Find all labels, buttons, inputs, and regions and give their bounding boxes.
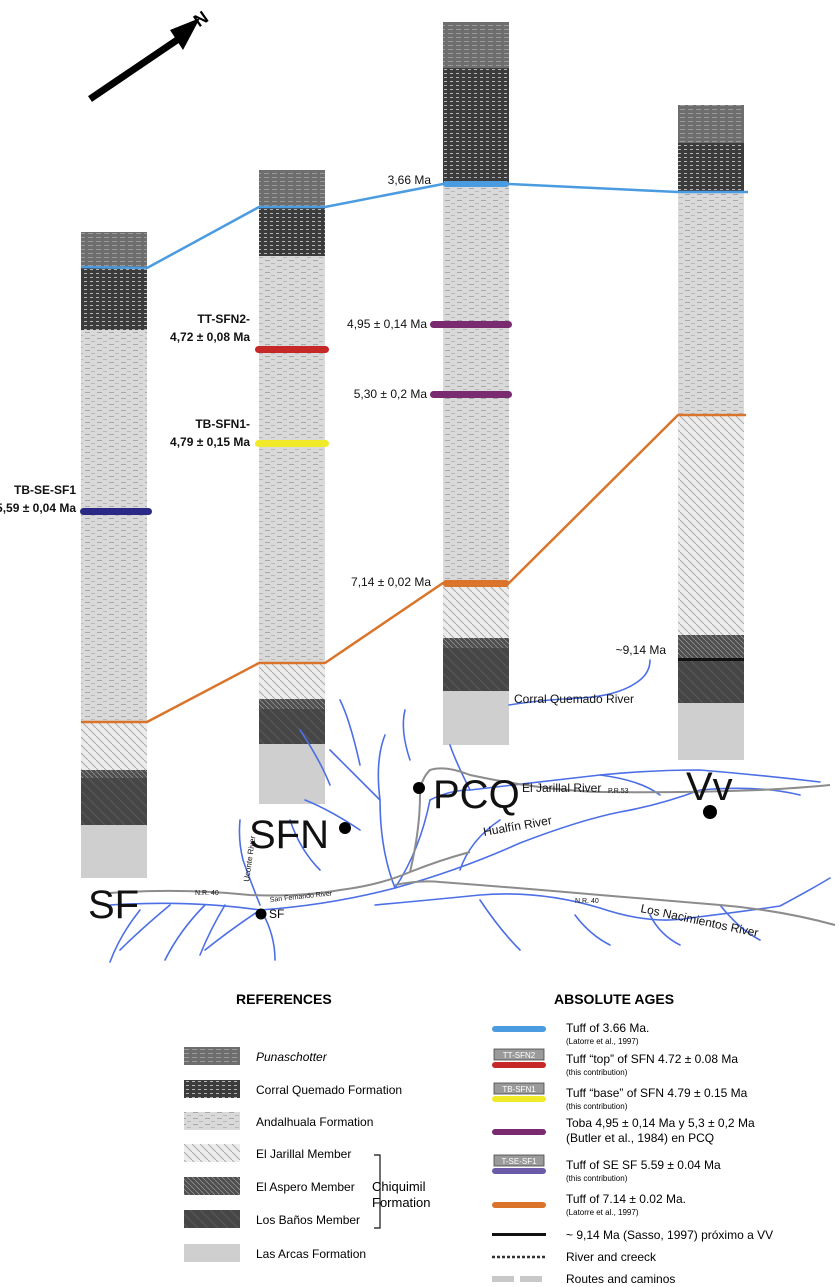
label-nr40-east: N.R. 40: [575, 898, 599, 905]
svg-text:TT-SFN2: TT-SFN2: [503, 1051, 536, 1060]
svg-text:River and creeck: River and creeck: [566, 1250, 657, 1264]
location-vv-dot: [703, 805, 717, 819]
river-network: [109, 659, 831, 963]
sfn-top-tuff-id: TT-SFN2-: [197, 312, 250, 326]
pcq-age-5-30: 5,30 ± 0,2 Ma: [354, 387, 428, 401]
label-corral-quemado-river: Corral Quemado River: [514, 692, 634, 706]
vv-age-9-14: ~9,14 Ma: [616, 643, 667, 657]
column-sf: [81, 232, 147, 878]
ages-legend: Tuff of 3.66 Ma. (Latorre et al., 1997) …: [492, 1021, 773, 1286]
column-label-vv: Vv: [686, 765, 733, 809]
column-label-sfn: SFN: [249, 813, 329, 857]
road-network: [109, 767, 836, 926]
legend-los-banos: Los Baños Member: [256, 1213, 360, 1227]
legend-chiquimil-line2: Formation: [372, 1195, 431, 1210]
label-pr53: P.R.53: [608, 788, 629, 795]
tuff-5-30-marker: [430, 391, 512, 398]
tuff-4-72-marker: [255, 346, 329, 353]
svg-text:(Latorre et al., 1997): (Latorre et al., 1997): [566, 1208, 639, 1217]
tuff-5-59-marker: [80, 508, 152, 515]
sfn-top-tuff-age: 4,72 ± 0,08 Ma: [170, 330, 250, 344]
svg-text:Tuff of 7.14 ± 0.02 Ma.: Tuff of 7.14 ± 0.02 Ma.: [566, 1192, 686, 1206]
legend-las-arcas: Las Arcas Formation: [256, 1247, 366, 1261]
svg-text:Routes and caminos: Routes and caminos: [566, 1272, 675, 1286]
svg-text:~ 9,14 Ma (Sasso, 1997) próxim: ~ 9,14 Ma (Sasso, 1997) próximo a VV: [566, 1228, 773, 1242]
label-uconte-river: Uconte River: [242, 835, 257, 882]
references-title: REFERENCES: [236, 991, 332, 1007]
legend-punaschotter: Punaschotter: [256, 1050, 328, 1064]
tuff-9-14-marker: [678, 658, 744, 661]
svg-text:TB-SFN1: TB-SFN1: [502, 1085, 536, 1094]
label-nr40-west: N.R. 40: [195, 890, 219, 897]
legend-el-aspero: El Aspero Member: [256, 1180, 355, 1194]
sf-tuff-age: 5,59 ± 0,04 Ma: [0, 501, 76, 515]
svg-text:Toba 4,95 ± 0,14 Ma y 5,3 ± 0,: Toba 4,95 ± 0,14 Ma y 5,3 ± 0,2 Ma: [566, 1116, 755, 1130]
svg-text:(this contribution): (this contribution): [566, 1068, 628, 1077]
tuff-3-66-correlation-line: [80, 181, 748, 270]
tuff-4-79-marker: [255, 440, 329, 447]
column-sfn: [259, 170, 325, 804]
column-label-pcq: PCQ: [433, 773, 520, 817]
pcq-age-4-95: 4,95 ± 0,14 Ma: [347, 317, 427, 331]
location-sf-town: SF: [255, 907, 284, 921]
location-sfn-dot: [339, 822, 351, 834]
tuff-4-95-marker: [430, 321, 512, 328]
svg-text:T-SE-SF1: T-SE-SF1: [501, 1157, 537, 1166]
sfn-base-tuff-age: 4,79 ± 0,15 Ma: [170, 435, 250, 449]
svg-text:(Latorre et al., 1997): (Latorre et al., 1997): [566, 1037, 639, 1046]
svg-text:(this contribution): (this contribution): [566, 1174, 628, 1183]
column-vv: [678, 105, 744, 760]
label-el-jarillal-river: El Jarillal River: [522, 781, 601, 795]
column-pcq: [443, 22, 509, 745]
references-legend: Punaschotter Corral Quemado Formation An…: [184, 1047, 431, 1262]
svg-text:Tuff of 3.66 Ma.: Tuff of 3.66 Ma.: [566, 1021, 649, 1035]
svg-text:Tuff “top” of SFN 4.72 ± 0.08: Tuff “top” of SFN 4.72 ± 0.08 Ma: [566, 1052, 738, 1066]
legend-corral-quemado: Corral Quemado Formation: [256, 1083, 402, 1097]
sfn-base-tuff-id: TB-SFN1-: [195, 417, 250, 431]
legend-andalhuala: Andalhuala Formation: [256, 1115, 373, 1129]
svg-text:SF: SF: [269, 907, 284, 921]
ages-title: ABSOLUTE AGES: [554, 991, 674, 1007]
sf-tuff-id: TB-SE-SF1: [14, 483, 76, 497]
svg-text:Tuff “base” of SFN 4.79 ± 0.15: Tuff “base” of SFN 4.79 ± 0.15 Ma: [566, 1086, 748, 1100]
column-label-sf: SF: [88, 883, 139, 927]
svg-text:(this contribution): (this contribution): [566, 1102, 628, 1111]
svg-text:Tuff of SE SF 5.59 ± 0.04 Ma: Tuff of SE SF 5.59 ± 0.04 Ma: [566, 1158, 721, 1172]
legend-el-jarillal: El Jarillal Member: [256, 1147, 351, 1161]
north-arrow-icon: N: [88, 7, 212, 102]
pcq-age-3-66: 3,66 Ma: [388, 173, 432, 187]
location-pcq-dot: [413, 782, 425, 794]
label-san-fernando-river: San Fernando River: [269, 890, 333, 904]
legend-chiquimil-line1: Chiquimil: [372, 1179, 426, 1194]
pcq-age-7-14: 7,14 ± 0,02 Ma: [351, 575, 431, 589]
tuff-7-14-correlation-line: [81, 413, 746, 724]
svg-text:(Butler et al., 1984) en PCQ: (Butler et al., 1984) en PCQ: [566, 1131, 714, 1145]
